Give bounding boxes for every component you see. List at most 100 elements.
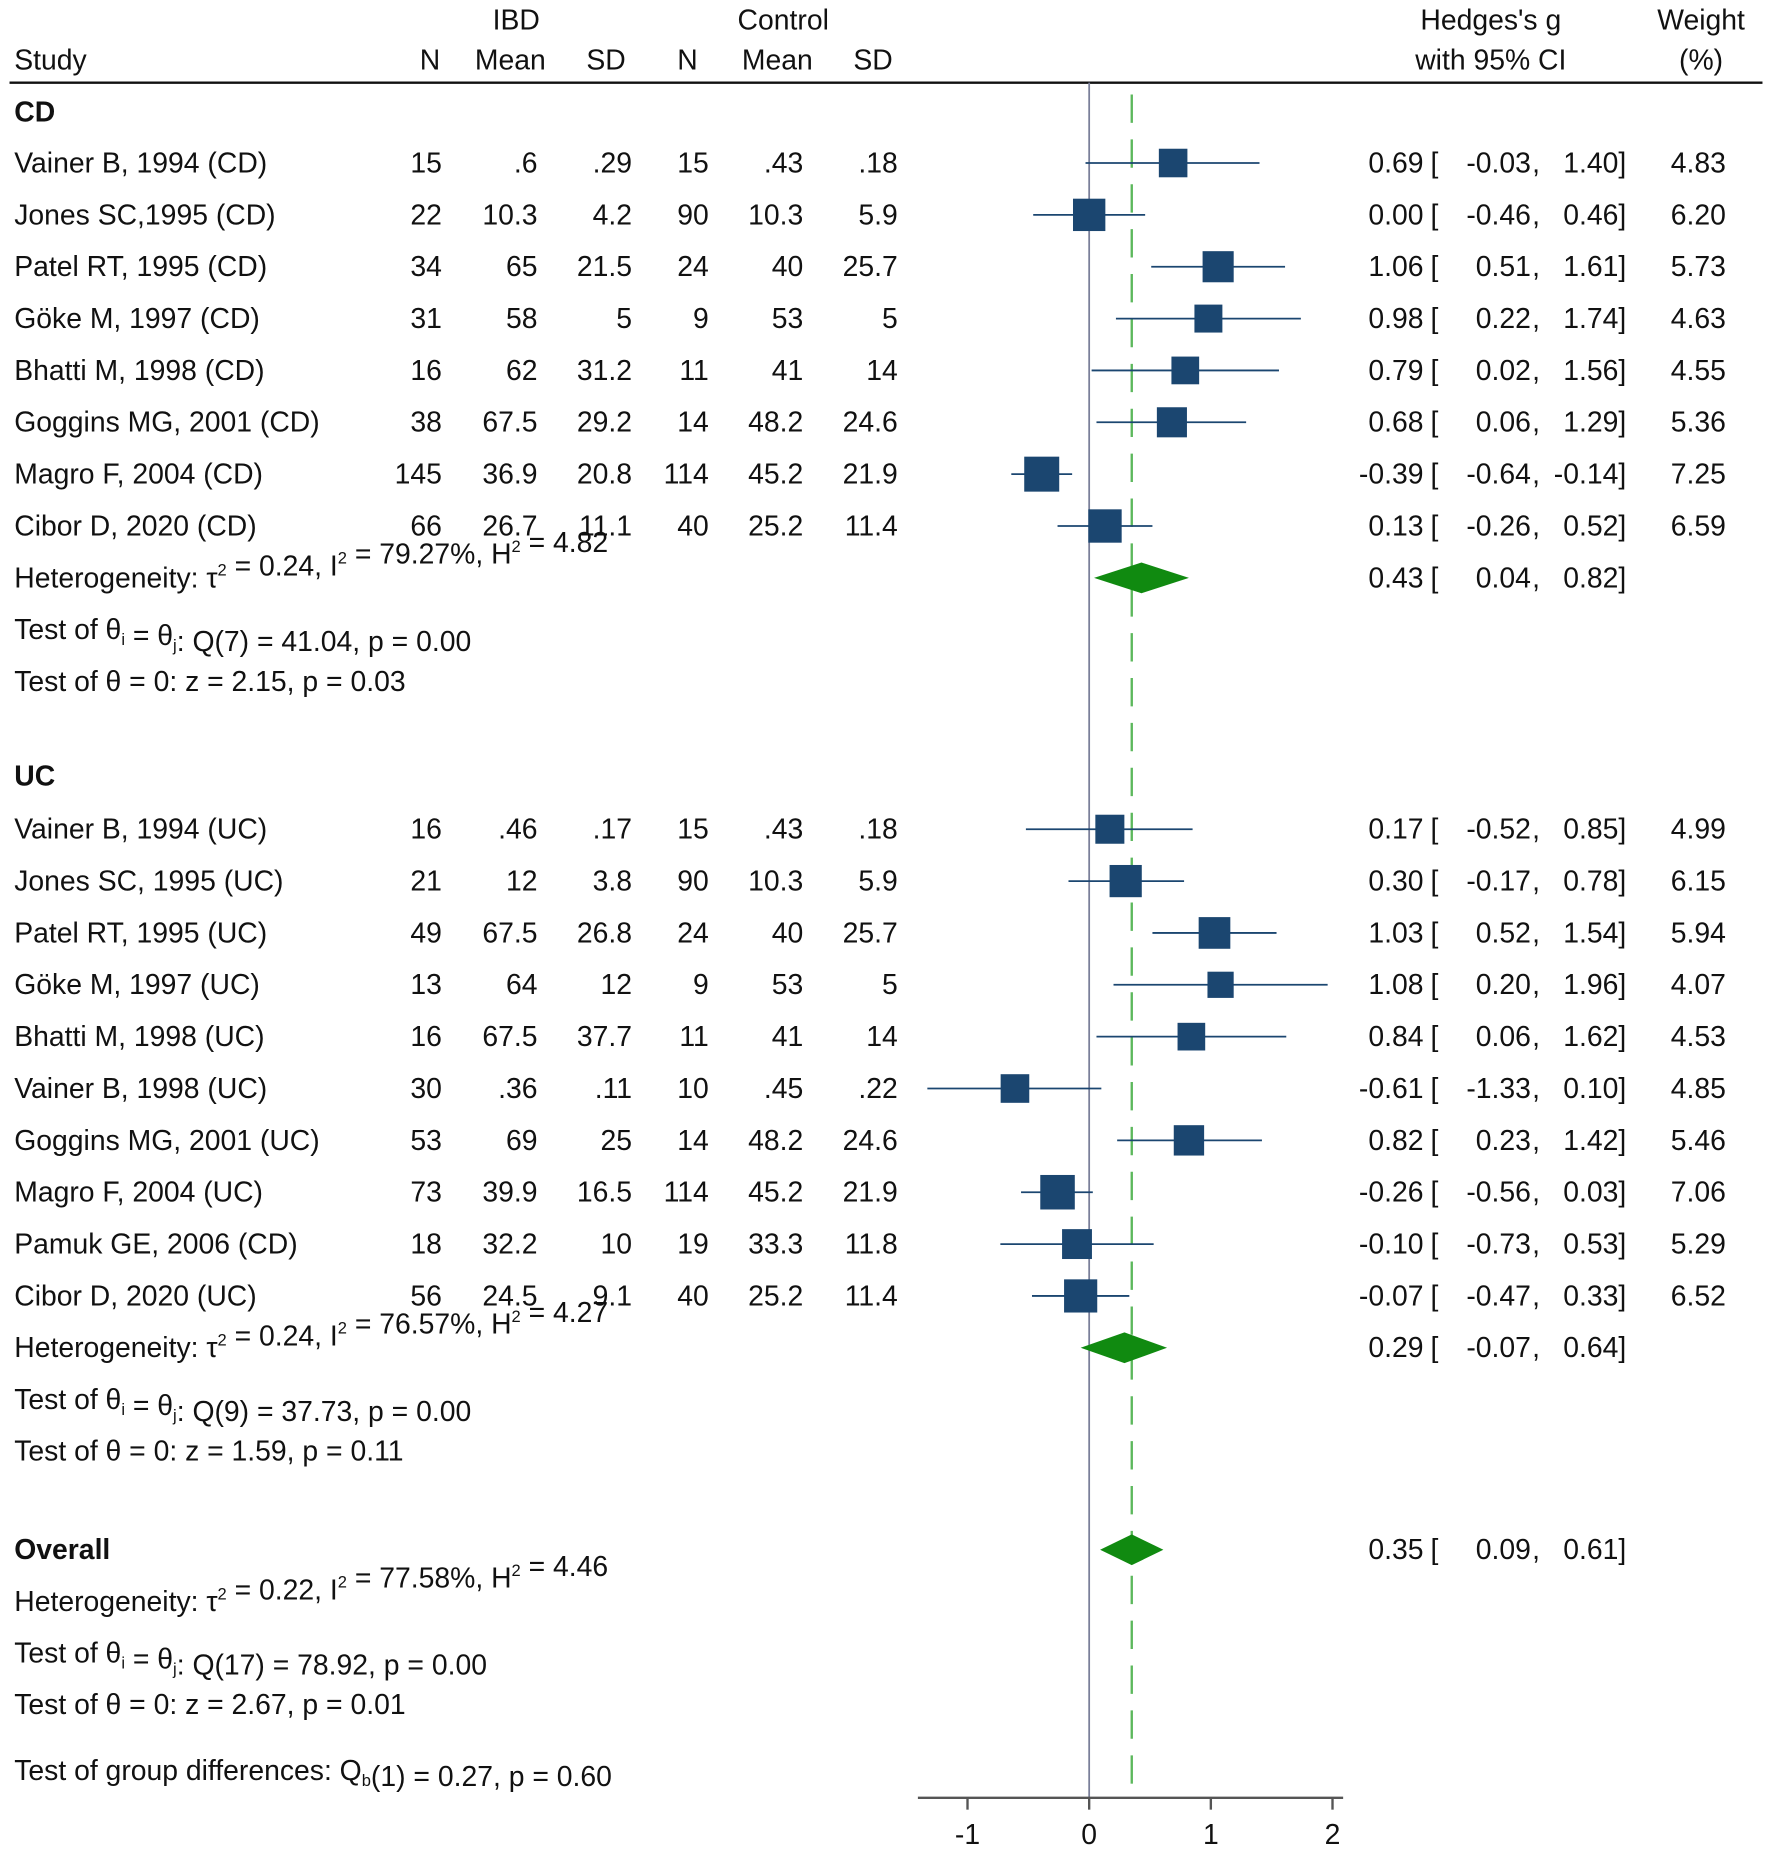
study-sd1: 26.8 — [577, 917, 632, 949]
study-n2: 10 — [677, 1073, 709, 1105]
ci-lower: 0.04 — [1476, 562, 1531, 594]
study-n1: 56 — [410, 1280, 442, 1312]
study-name: Bhatti M, 1998 (CD) — [14, 355, 264, 387]
study-sd2: 11.8 — [845, 1229, 898, 1261]
study-square — [1024, 456, 1060, 492]
study-square — [1062, 1229, 1092, 1260]
bracket: ] — [1618, 407, 1626, 439]
study-square — [1194, 304, 1223, 333]
study-n2: 24 — [677, 251, 709, 283]
study-m1: 69 — [506, 1125, 538, 1157]
comma: , — [1532, 510, 1540, 542]
weight-value: 4.83 — [1671, 147, 1726, 179]
study-sd2: 5 — [882, 303, 898, 335]
study-n1: 15 — [410, 147, 442, 179]
study-sd1: 31.2 — [577, 355, 632, 387]
study-n2: 90 — [677, 199, 709, 231]
effect-estimate: 0.30 — [1368, 866, 1423, 898]
study-square — [1109, 864, 1142, 898]
study-name: Magro F, 2004 (UC) — [14, 1177, 263, 1209]
bracket: ] — [1618, 866, 1626, 898]
study-sd2: 5.9 — [858, 866, 897, 898]
ci-lower: 0.23 — [1476, 1125, 1531, 1157]
study-sd2: 5 — [882, 969, 898, 1001]
study-sd1: 21.5 — [577, 251, 632, 283]
bracket: ] — [1618, 459, 1626, 491]
group-difference-test: Test of group differences: Qb(1) = 0.27,… — [14, 1755, 612, 1793]
study-square — [1171, 356, 1200, 385]
study-n1: 30 — [410, 1073, 442, 1105]
bracket: ] — [1618, 147, 1626, 179]
ci-lower: 0.06 — [1476, 1021, 1531, 1053]
comma: , — [1532, 562, 1540, 594]
study-sd1: 29.2 — [577, 407, 632, 439]
effect-estimate: -0.26 — [1359, 1177, 1424, 1209]
ci-lower: -0.26 — [1466, 510, 1531, 542]
study-m1: 64 — [506, 969, 538, 1001]
bracket: ] — [1618, 969, 1626, 1001]
study-sd1: 11.1 — [579, 510, 632, 542]
ci-upper: 0.64 — [1563, 1332, 1618, 1364]
study-n1: 38 — [410, 407, 442, 439]
weight-value: 6.20 — [1671, 199, 1726, 231]
study-sd2: 21.9 — [843, 1177, 898, 1209]
ci-upper: 0.82 — [1563, 562, 1618, 594]
study-sd1: .11 — [595, 1073, 632, 1105]
study-n2: 15 — [677, 814, 709, 846]
ci-lower: -0.47 — [1466, 1280, 1531, 1312]
comma: , — [1532, 1177, 1540, 1209]
effect-estimate: 0.00 — [1368, 199, 1423, 231]
pooled-diamond — [1100, 1534, 1164, 1566]
header-sd: SD — [586, 45, 625, 77]
group-label: CD — [14, 97, 55, 129]
group-label: UC — [14, 761, 55, 793]
study-name: Magro F, 2004 (CD) — [14, 459, 263, 491]
ci-upper: 0.61 — [1563, 1534, 1618, 1566]
study-sd1: .17 — [593, 814, 632, 846]
effect-estimate: 0.13 — [1368, 510, 1423, 542]
study-sd2: 11.4 — [845, 510, 898, 542]
study-n2: 15 — [677, 147, 709, 179]
study-name: Vainer B, 1994 (UC) — [14, 814, 267, 846]
bracket: ] — [1618, 1073, 1626, 1105]
study-square — [1088, 509, 1122, 543]
overall-stat: Test of θ = 0: z = 2.67, p = 0.01 — [14, 1689, 405, 1721]
study-name: Goggins MG, 2001 (UC) — [14, 1125, 319, 1157]
effect-estimate: 1.06 — [1368, 251, 1423, 283]
header-n: N — [677, 45, 697, 77]
ci-lower: -0.17 — [1466, 866, 1531, 898]
ci-lower: 0.02 — [1476, 355, 1531, 387]
study-sd1: 5 — [616, 303, 632, 335]
ci-lower: 0.51 — [1476, 251, 1531, 283]
study-sd2: 25.7 — [843, 917, 898, 949]
ci-lower: -1.33 — [1466, 1073, 1531, 1105]
bracket: ] — [1618, 917, 1626, 949]
bracket: [ — [1431, 303, 1439, 335]
group-stat: Test of θ = 0: z = 2.15, p = 0.03 — [14, 666, 405, 698]
study-m1: 10.3 — [482, 199, 537, 231]
bracket: ] — [1618, 251, 1626, 283]
study-name: Vainer B, 1994 (CD) — [14, 147, 267, 179]
effect-estimate: -0.07 — [1359, 1280, 1424, 1312]
study-sd2: .18 — [858, 147, 897, 179]
study-square — [1156, 407, 1187, 438]
ci-lower: -0.64 — [1466, 459, 1531, 491]
ci-upper: 1.56 — [1563, 355, 1618, 387]
comma: , — [1532, 866, 1540, 898]
study-n1: 16 — [410, 814, 442, 846]
study-n1: 66 — [410, 510, 442, 542]
study-square — [1072, 198, 1106, 232]
bracket: [ — [1431, 355, 1439, 387]
study-square — [1177, 1022, 1206, 1051]
study-square — [1040, 1174, 1075, 1210]
study-m1: 67.5 — [482, 407, 537, 439]
study-m1: .46 — [498, 814, 537, 846]
study-m2: .43 — [764, 814, 803, 846]
ci-lower: -0.07 — [1466, 1332, 1531, 1364]
study-m2: 40 — [772, 251, 804, 283]
ci-upper: 1.74 — [1563, 303, 1618, 335]
study-n2: 11 — [679, 1021, 708, 1053]
comma: , — [1532, 147, 1540, 179]
group-stat: Test of θ = 0: z = 1.59, p = 0.11 — [14, 1436, 403, 1468]
bracket: ] — [1618, 1021, 1626, 1053]
